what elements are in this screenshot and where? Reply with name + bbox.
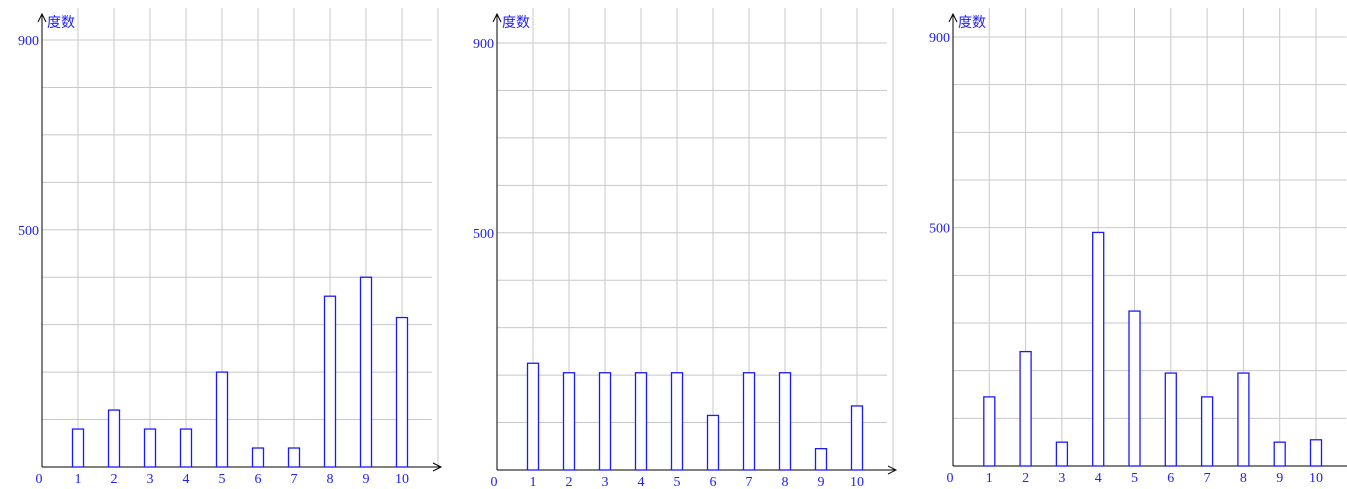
x-tick-label: 10 xyxy=(1309,471,1323,486)
bar xyxy=(215,371,229,468)
bar xyxy=(1237,372,1250,467)
bar xyxy=(706,414,720,471)
x-tick-label: 6 xyxy=(710,475,717,489)
x-tick-label: 6 xyxy=(255,472,262,487)
bar xyxy=(562,372,576,471)
bar xyxy=(143,428,157,468)
bar xyxy=(179,428,193,468)
bar xyxy=(1273,441,1286,467)
y-tick-label: 500 xyxy=(473,227,494,242)
x-tick-label: 5 xyxy=(674,475,681,489)
x-tick-label: 7 xyxy=(291,472,298,487)
x-tick-label: 9 xyxy=(363,472,370,487)
bar xyxy=(1019,350,1032,467)
x-tick-label: 7 xyxy=(1204,471,1211,486)
y-axis-label: 度数 xyxy=(47,15,75,31)
bar xyxy=(71,428,85,468)
x-tick-label: 4 xyxy=(1095,471,1102,486)
bar xyxy=(323,295,337,468)
x-tick-label: 1 xyxy=(75,472,82,487)
histogram-chart-2: 度数 500 900 0 1 2 3 4 5 6 7 8 9 10 xyxy=(473,8,898,489)
bar xyxy=(634,372,648,471)
y-axis-label: 度数 xyxy=(958,15,986,31)
x-tick-label: 6 xyxy=(1167,471,1174,486)
y-axis-arrow xyxy=(37,12,47,23)
bar xyxy=(1309,439,1323,467)
origin-label: 0 xyxy=(491,475,498,489)
x-tick-label: 4 xyxy=(183,472,190,487)
histogram-chart-3: 度数 500 900 0 1 2 3 4 5 6 7 8 9 10 xyxy=(929,8,1347,486)
x-tick-label: 4 xyxy=(638,475,645,489)
x-tick-label: 8 xyxy=(1240,471,1247,486)
y-axis-arrow xyxy=(948,12,958,23)
x-axis-arrow xyxy=(432,462,443,472)
y-axis-arrow xyxy=(492,12,502,23)
bar xyxy=(850,405,864,471)
y-tick-label: 900 xyxy=(473,37,494,52)
x-tick-label: 8 xyxy=(327,472,334,487)
y-tick-label: 900 xyxy=(18,34,39,49)
bar xyxy=(526,362,540,471)
bar xyxy=(1200,396,1214,467)
bar xyxy=(251,447,265,468)
x-tick-label: 7 xyxy=(746,475,753,489)
bar xyxy=(1092,231,1105,467)
bar xyxy=(670,372,684,471)
x-tick-label: 3 xyxy=(147,472,154,487)
y-tick-label: 500 xyxy=(18,224,39,239)
x-axis-arrow xyxy=(887,465,898,475)
bar xyxy=(395,316,409,468)
bar xyxy=(983,396,996,467)
bar xyxy=(742,372,756,471)
bar xyxy=(287,447,301,468)
x-tick-label: 10 xyxy=(850,475,864,489)
x-tick-label: 3 xyxy=(602,475,609,489)
x-tick-label: 2 xyxy=(566,475,573,489)
origin-label: 0 xyxy=(947,471,954,486)
x-tick-label: 5 xyxy=(219,472,226,487)
origin-label: 0 xyxy=(36,472,43,487)
bar xyxy=(1164,372,1177,467)
x-tick-label: 2 xyxy=(111,472,118,487)
bar xyxy=(814,447,828,471)
bar xyxy=(359,276,373,468)
x-tick-label: 2 xyxy=(1022,471,1029,486)
x-tick-label: 1 xyxy=(530,475,537,489)
x-tick-label: 9 xyxy=(818,475,825,489)
y-axis-label: 度数 xyxy=(502,15,530,31)
bar xyxy=(778,372,792,471)
y-tick-label: 900 xyxy=(929,31,950,46)
histogram-chart-1: 度数 500 900 0 1 2 3 4 5 6 7 8 9 10 xyxy=(18,8,443,487)
x-tick-label: 8 xyxy=(782,475,789,489)
bar xyxy=(1128,310,1141,467)
bar xyxy=(598,372,612,471)
x-tick-label: 1 xyxy=(986,471,993,486)
bar xyxy=(1055,441,1069,467)
y-tick-label: 500 xyxy=(929,222,950,237)
x-tick-label: 5 xyxy=(1131,471,1138,486)
x-tick-label: 3 xyxy=(1058,471,1065,486)
x-tick-label: 10 xyxy=(395,472,409,487)
bar xyxy=(107,409,121,468)
x-tick-label: 9 xyxy=(1276,471,1283,486)
